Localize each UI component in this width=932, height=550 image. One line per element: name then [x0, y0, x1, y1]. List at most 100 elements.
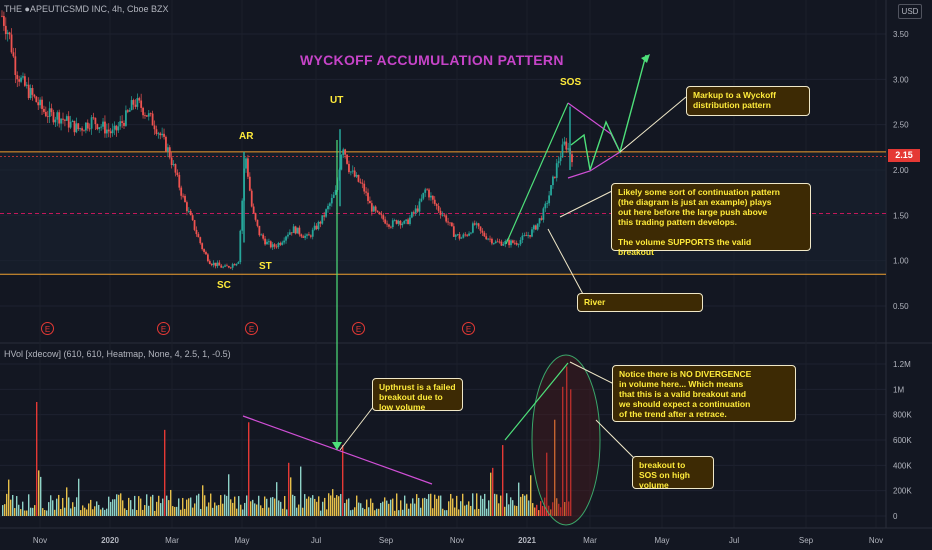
note-upthrust[interactable]: Upthrust is a failed breakout due to low…: [372, 378, 463, 412]
volume-bar: [422, 498, 424, 516]
volume-bar: [360, 503, 362, 516]
volume-bar: [432, 508, 434, 516]
note-sos-volume[interactable]: breakout to SOS on high volume: [632, 456, 714, 490]
candle-body: [170, 157, 173, 166]
volume-bar: [434, 494, 436, 516]
volume-bar: [350, 510, 352, 516]
candle-body: [46, 116, 49, 118]
volume-bar: [194, 503, 196, 516]
candle-body: [302, 236, 305, 238]
time-axis[interactable]: Nov 2020 Mar May Jul Sep Nov 2021 Mar May Jul Sep No…: [0, 527, 932, 545]
candle-body: [218, 262, 221, 266]
candle-body: [145, 115, 148, 117]
candle-body: [342, 149, 345, 156]
earnings-badge[interactable]: E: [352, 322, 365, 335]
note-river[interactable]: River: [577, 293, 703, 312]
candle-body: [386, 223, 388, 225]
volume-bar: [474, 509, 476, 516]
volume-bar: [64, 507, 66, 516]
volume-bar: [124, 508, 126, 516]
volume-bar: [292, 494, 294, 516]
volume-bar: [126, 509, 128, 516]
note-continuation[interactable]: Likely some sort of continuation pattern…: [611, 183, 811, 257]
volume-bar: [236, 508, 238, 516]
note-markup[interactable]: Markup to a Wyckoff distribution pattern: [686, 86, 810, 116]
time-tick-label: Nov: [33, 536, 47, 545]
candle-body: [279, 243, 282, 245]
volume-bar: [162, 498, 164, 516]
symbol-header[interactable]: THE ●APEUTICSMD INC, 4h, Cboe BZX: [4, 4, 169, 14]
earnings-badge[interactable]: E: [41, 322, 54, 335]
volume-bar: [164, 429, 166, 516]
candle-body: [220, 265, 223, 268]
candle-body: [542, 208, 545, 220]
candle-body: [374, 206, 377, 211]
candle-body: [107, 129, 110, 132]
candle-body: [264, 238, 266, 245]
candle-body: [193, 220, 196, 230]
candle-body: [380, 214, 383, 216]
candle-body: [500, 241, 503, 246]
earnings-badge[interactable]: E: [462, 322, 475, 335]
volume-bar: [270, 497, 272, 516]
volume-bar: [326, 509, 328, 516]
candle-body: [565, 141, 568, 150]
price-tick-label: 3.00: [893, 75, 909, 84]
indicator-header[interactable]: HVol [xdecow] (610, 610, Heatmap, None, …: [4, 349, 231, 359]
candle-body: [376, 210, 379, 213]
candle-body: [397, 220, 400, 224]
volume-bar: [94, 506, 96, 516]
volume-bar: [310, 497, 312, 516]
candle-body: [119, 121, 122, 127]
earnings-badge[interactable]: E: [245, 322, 258, 335]
candle-body: [414, 208, 417, 214]
currency-badge[interactable]: USD: [898, 4, 922, 19]
candle-body: [20, 77, 22, 82]
label-sc: SC: [217, 280, 231, 291]
time-tick-label: Nov: [450, 536, 464, 545]
earnings-badge[interactable]: E: [157, 322, 170, 335]
candle-body: [548, 195, 551, 204]
candle-body: [208, 261, 211, 264]
candle-body: [351, 170, 354, 172]
candle-body: [86, 122, 89, 129]
volume-bar: [146, 494, 148, 516]
candle-body: [239, 230, 242, 263]
volume-bar: [16, 496, 18, 516]
note-divergence[interactable]: Notice there is NO DIVERGENCE in volume …: [612, 365, 796, 422]
volume-bar: [276, 482, 278, 516]
candle-body: [513, 242, 516, 244]
candle-body: [437, 205, 440, 211]
candle-body: [105, 129, 108, 134]
candle-body: [559, 157, 562, 162]
volume-bar: [324, 497, 326, 516]
volume-axis[interactable]: 0 200K 400K 600K 800K 1M 1.2M: [893, 360, 912, 521]
volume-bar: [466, 504, 468, 516]
candle-body: [229, 267, 232, 269]
volume-bar: [38, 470, 40, 516]
candle-body: [450, 222, 453, 227]
candle-body: [538, 218, 541, 224]
volume-bar: [220, 495, 222, 516]
volume-bar: [280, 501, 282, 516]
candle-body: [14, 56, 17, 76]
volume-bar: [528, 500, 530, 516]
price-axis[interactable]: 0.50 1.00 1.50 2.00 2.50 3.00 3.50: [893, 30, 909, 311]
volume-bar: [26, 510, 28, 516]
volume-bar: [314, 498, 316, 516]
candle-body: [325, 209, 327, 217]
volume-bar: [222, 503, 224, 516]
candle-body: [555, 163, 558, 178]
volume-bar: [6, 493, 8, 516]
candle-body: [428, 189, 430, 198]
volume-bar: [250, 501, 252, 516]
volume-bar: [384, 497, 386, 516]
candle-body: [529, 235, 531, 237]
candle-body: [31, 88, 34, 95]
volume-bar: [158, 495, 160, 516]
volume-bar: [448, 501, 450, 516]
volume-bar: [62, 497, 64, 516]
volume-bar: [476, 493, 478, 516]
candle-body: [60, 118, 62, 124]
